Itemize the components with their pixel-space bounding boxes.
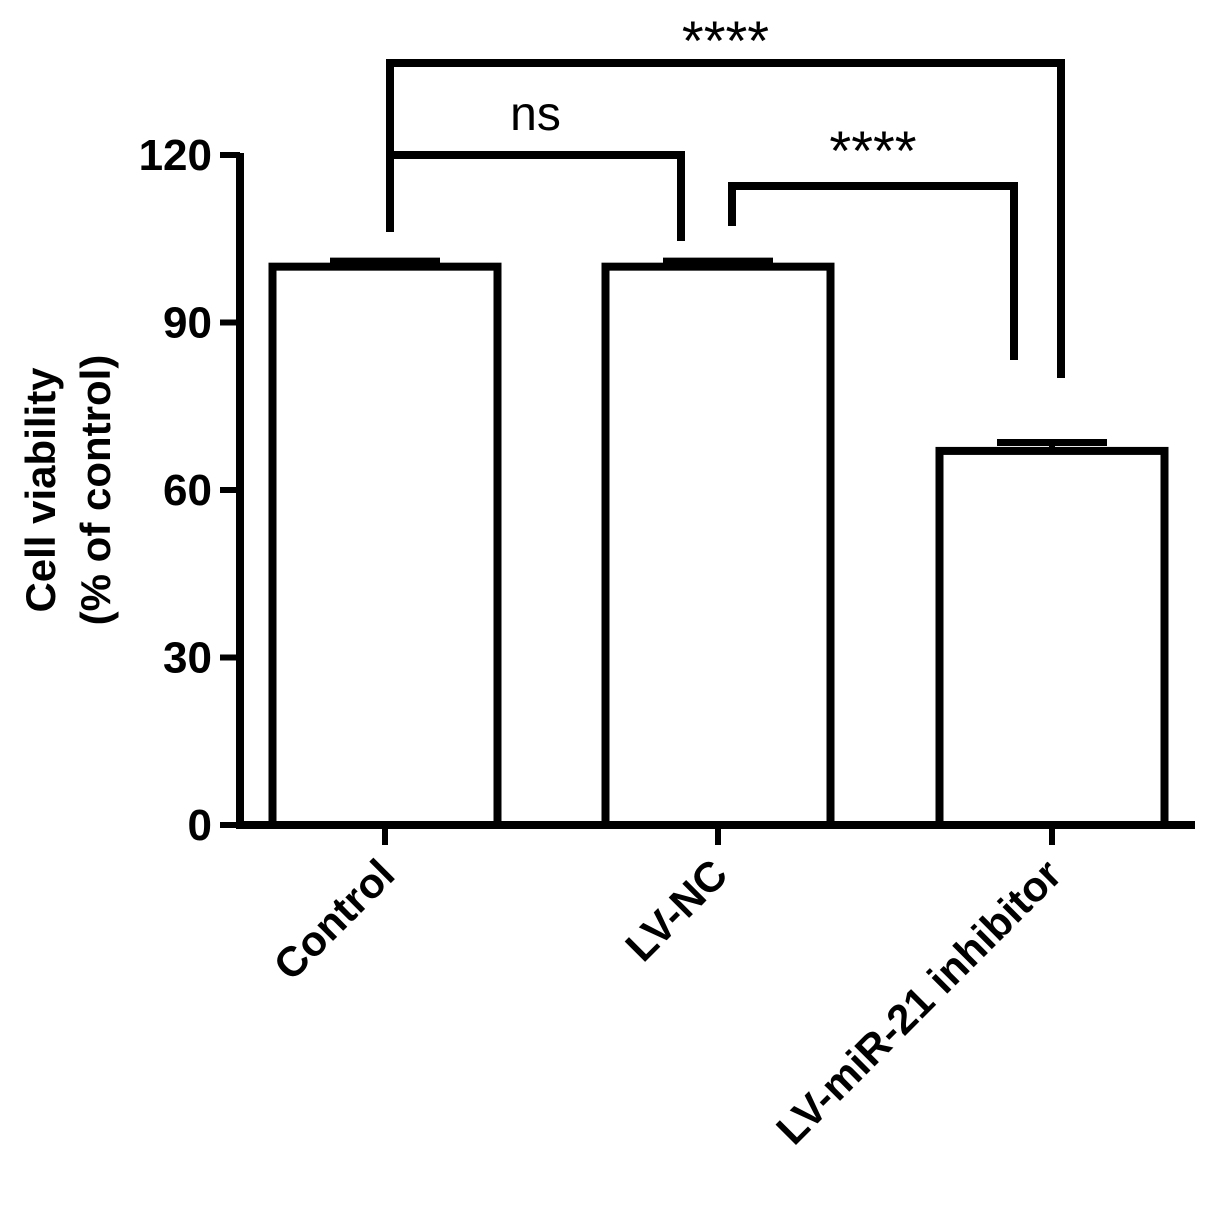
- bar: [935, 446, 1169, 829]
- y-axis-label-line2: (% of control): [72, 355, 119, 626]
- y-tick-label: 30: [163, 634, 212, 683]
- y-tick-label: 60: [163, 466, 212, 515]
- bar: [268, 262, 502, 829]
- bars: [268, 257, 1169, 829]
- y-axis-label-line1: Cell viability: [17, 367, 64, 613]
- y-axis: 0 30 60 90 120: [139, 131, 244, 850]
- x-axis: Control LV-NC LV-miR-21 inhibitor: [236, 821, 1195, 1153]
- significance-label: ****: [682, 9, 769, 72]
- y-tick-label: 90: [163, 299, 212, 348]
- significance-label: ****: [829, 119, 916, 182]
- bar: [601, 262, 835, 829]
- significance-bracket: [728, 182, 1018, 360]
- x-tick-label: LV-NC: [616, 850, 736, 970]
- significance-bracket: [386, 59, 1065, 378]
- y-axis-label: Cell viability (% of control): [17, 355, 119, 626]
- significance-label: ns: [510, 88, 561, 141]
- y-tick-label: 120: [139, 131, 212, 180]
- significance-bracket: [386, 151, 685, 241]
- x-tick-label: LV-miR-21 inhibitor: [767, 850, 1070, 1153]
- y-tick-label: 0: [188, 801, 212, 850]
- significance-brackets: **** ns ****: [386, 9, 1065, 378]
- x-tick-label: Control: [265, 850, 404, 989]
